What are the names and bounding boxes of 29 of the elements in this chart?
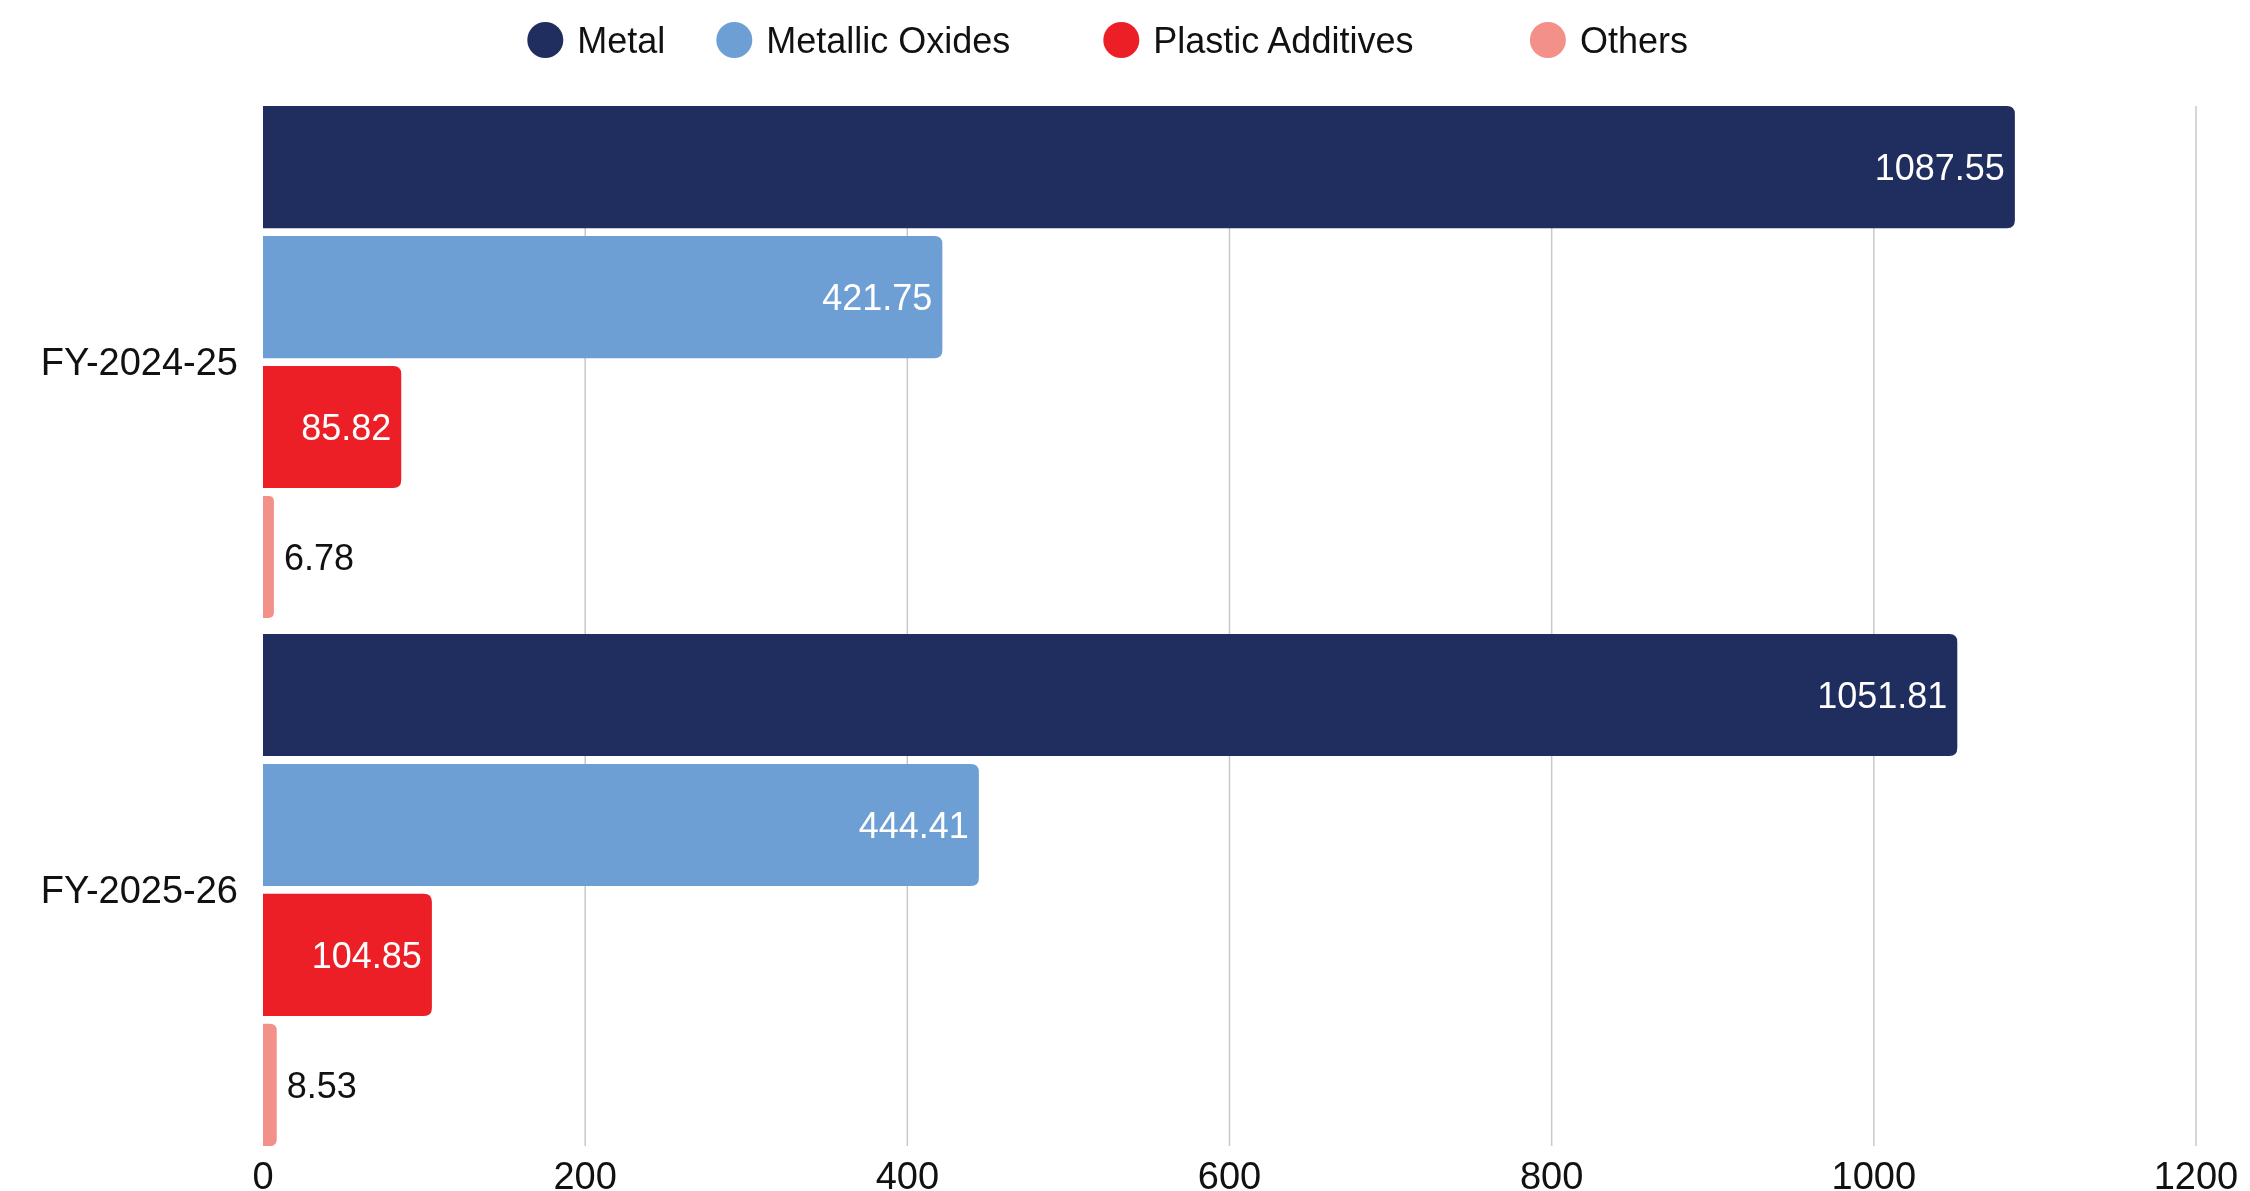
bar: [263, 495, 274, 619]
x-tick-label: 1200: [2153, 1155, 2239, 1191]
data-label: 104.85: [311, 934, 422, 976]
bar: [263, 633, 1958, 757]
data-label: 1087.55: [1874, 146, 2005, 188]
x-tick-label: 1000: [1831, 1155, 1917, 1191]
data-label: 85.82: [301, 406, 392, 448]
bar: [263, 106, 2015, 229]
data-label: 1051.81: [1817, 674, 1948, 716]
data-label: 444.41: [858, 804, 969, 846]
x-tick-label: 200: [553, 1155, 617, 1191]
y-tick-label: FY-2024-25: [40, 341, 238, 384]
y-tick-label: FY-2025-26: [40, 869, 238, 912]
x-tick-label: 400: [875, 1155, 940, 1191]
legend-label: Metallic Oxides: [766, 19, 1011, 61]
x-tick-label: 600: [1197, 1155, 1262, 1191]
data-label: 8.53: [286, 1064, 357, 1106]
bar: [263, 1023, 277, 1146]
bar: [263, 763, 979, 887]
x-tick-label: 800: [1519, 1155, 1584, 1191]
data-label: 6.78: [283, 536, 354, 578]
bar: [263, 893, 432, 1017]
x-tick-label: 0: [252, 1155, 274, 1191]
data-label: 421.75: [822, 276, 933, 318]
legend-label: Plastic Additives: [1153, 19, 1414, 61]
bar: [263, 235, 943, 359]
bar: [263, 365, 402, 489]
legend-label: Others: [1579, 19, 1688, 61]
legend-label: Metal: [577, 19, 666, 61]
